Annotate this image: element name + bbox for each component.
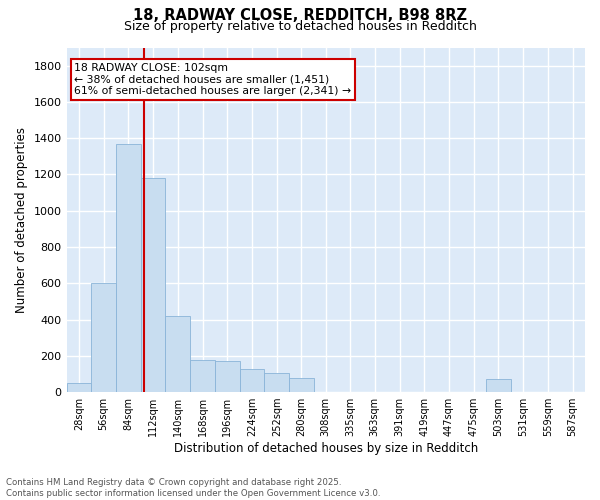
Bar — [166, 316, 190, 392]
Bar — [289, 378, 314, 392]
Bar — [116, 144, 141, 392]
Y-axis label: Number of detached properties: Number of detached properties — [15, 127, 28, 313]
Bar — [141, 178, 166, 392]
Text: Contains HM Land Registry data © Crown copyright and database right 2025.
Contai: Contains HM Land Registry data © Crown c… — [6, 478, 380, 498]
Bar — [190, 360, 215, 392]
Bar — [91, 284, 116, 392]
Text: 18 RADWAY CLOSE: 102sqm
← 38% of detached houses are smaller (1,451)
61% of semi: 18 RADWAY CLOSE: 102sqm ← 38% of detache… — [74, 63, 352, 96]
Text: 18, RADWAY CLOSE, REDDITCH, B98 8RZ: 18, RADWAY CLOSE, REDDITCH, B98 8RZ — [133, 8, 467, 22]
Bar — [67, 383, 91, 392]
X-axis label: Distribution of detached houses by size in Redditch: Distribution of detached houses by size … — [173, 442, 478, 455]
Bar — [215, 362, 239, 392]
Text: Size of property relative to detached houses in Redditch: Size of property relative to detached ho… — [124, 20, 476, 33]
Bar — [265, 373, 289, 392]
Bar — [239, 370, 265, 392]
Bar — [486, 380, 511, 392]
